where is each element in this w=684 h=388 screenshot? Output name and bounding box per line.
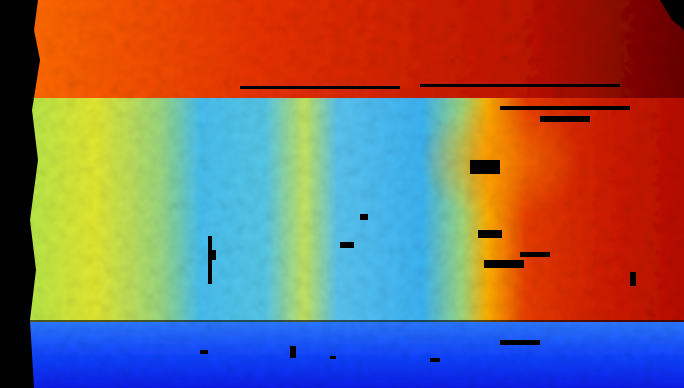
missing-data-marks [200, 84, 636, 362]
floor-boundary-line [30, 320, 684, 322]
top-wall-band [30, 0, 684, 98]
left-black-border [0, 0, 40, 388]
bottom-blue-floor [30, 322, 684, 388]
top-right-black-edge [660, 0, 684, 30]
middle-band [30, 98, 684, 322]
